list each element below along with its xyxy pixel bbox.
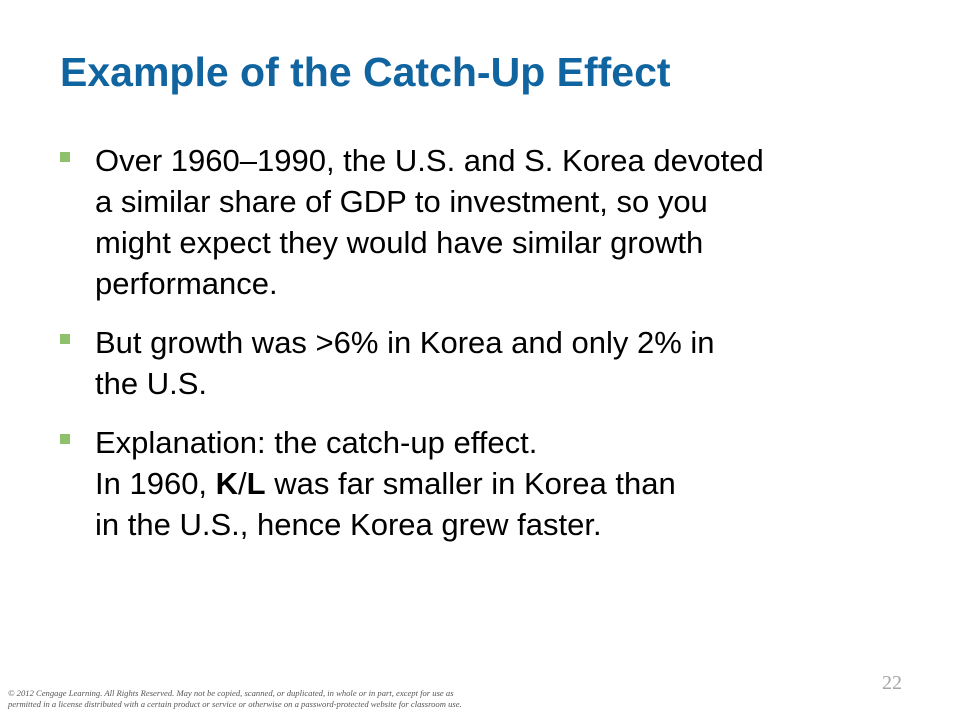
- square-bullet-icon: [60, 434, 70, 444]
- bullet-item: Explanation: the catch-up effect. In 196…: [58, 422, 938, 545]
- bullet-list: Over 1960–1990, the U.S. and S. Korea de…: [58, 140, 938, 563]
- bullet-text-line: the U.S.: [95, 366, 207, 401]
- page-number: 22: [882, 672, 902, 694]
- slide-title: Example of the Catch-Up Effect: [60, 49, 671, 95]
- bullet-text-line: might expect they would have similar gro…: [95, 225, 704, 260]
- bullet-text-line: performance.: [95, 266, 278, 301]
- bullet-text-line: Explanation: the catch-up effect.: [95, 425, 538, 460]
- ratio-slash: /: [238, 466, 247, 501]
- capital-variable: K: [215, 466, 239, 501]
- bullet-text-line: Over 1960–1990, the U.S. and S. Korea de…: [95, 143, 764, 178]
- text-segment: In 1960,: [95, 466, 216, 501]
- copyright-notice: © 2012 Cengage Learning. All Rights Rese…: [8, 688, 462, 710]
- bullet-item: But growth was >6% in Korea and only 2% …: [58, 322, 938, 404]
- bullet-text-line: But growth was >6% in Korea and only 2% …: [95, 325, 715, 360]
- copyright-line: © 2012 Cengage Learning. All Rights Rese…: [8, 688, 454, 698]
- square-bullet-icon: [60, 152, 70, 162]
- bullet-text-line: a similar share of GDP to investment, so…: [95, 184, 708, 219]
- labor-variable: L: [246, 466, 266, 501]
- text-segment: was far smaller in Korea than: [265, 466, 676, 501]
- copyright-line: permitted in a license distributed with …: [8, 699, 462, 709]
- bullet-text-line: in the U.S., hence Korea grew faster.: [95, 507, 602, 542]
- bullet-text-line: In 1960, K/L was far smaller in Korea th…: [95, 463, 938, 504]
- square-bullet-icon: [60, 334, 70, 344]
- bullet-item: Over 1960–1990, the U.S. and S. Korea de…: [58, 140, 938, 304]
